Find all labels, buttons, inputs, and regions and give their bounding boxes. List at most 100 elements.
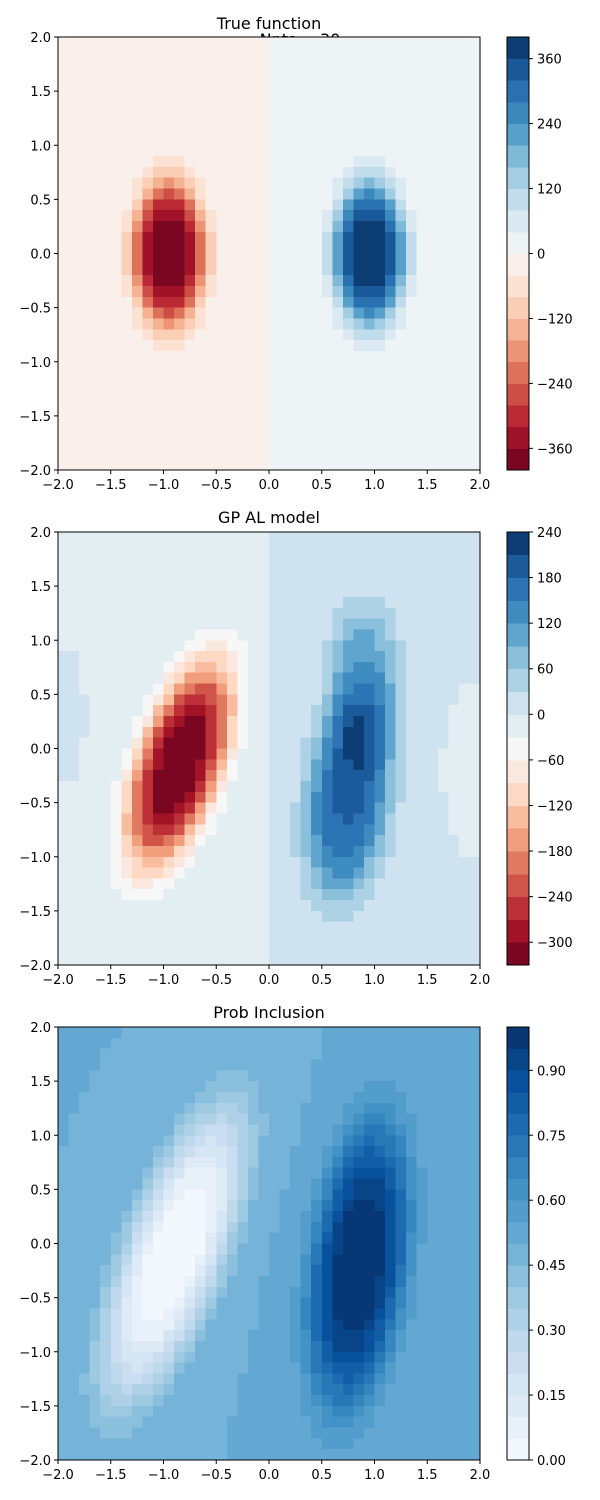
contour-cell (374, 1308, 386, 1320)
contour-cell (226, 553, 238, 565)
contour-cell (110, 112, 122, 125)
contour-cell (332, 1200, 344, 1212)
contour-cell (469, 618, 480, 630)
contour-cell (269, 1319, 280, 1331)
colorbar-band (507, 448, 529, 470)
contour-cell (89, 91, 101, 103)
contour-cell (469, 1135, 480, 1147)
contour-cell (363, 932, 375, 944)
contour-cell (247, 1362, 259, 1374)
contour-cell (237, 1351, 249, 1364)
contour-cell (100, 242, 112, 254)
contour-cell (385, 575, 397, 587)
contour-cell (406, 910, 418, 923)
contour-cell (195, 1048, 207, 1060)
x-tick-label: 1.5 (417, 1468, 438, 1483)
contour-cell (469, 943, 480, 955)
contour-cell (142, 1362, 154, 1374)
contour-cell (174, 1243, 186, 1255)
contour-cell (174, 889, 186, 901)
contour-cell (184, 835, 196, 847)
contour-cell (195, 383, 207, 395)
contour-cell (448, 726, 460, 739)
contour-cell (332, 889, 344, 901)
contour-cell (437, 296, 449, 309)
contour-cell (290, 1340, 302, 1353)
colorbar-band (507, 101, 529, 125)
contour-cell (89, 459, 101, 470)
colorbar-band (507, 782, 529, 806)
contour-cell (163, 737, 175, 749)
contour-cell (300, 1156, 312, 1169)
contour-cell (269, 231, 280, 244)
contour-cell (247, 340, 259, 352)
contour-cell (269, 824, 280, 836)
contour-cell (363, 726, 375, 739)
contour-cell (406, 1135, 418, 1147)
contour-cell (79, 361, 91, 374)
contour-cell (342, 672, 354, 684)
contour-cell (332, 1319, 344, 1331)
contour-cell (131, 350, 143, 363)
contour-cell (427, 542, 439, 555)
contour-cell (363, 575, 375, 587)
contour-cell (216, 1027, 228, 1039)
contour-cell (448, 1275, 460, 1288)
contour-cell (458, 1254, 470, 1266)
contour-cell (258, 231, 270, 244)
contour-cell (311, 383, 323, 395)
contour-cell (469, 1091, 480, 1104)
contour-cell (395, 134, 407, 146)
contour-cell (89, 1362, 101, 1374)
contour-cell (427, 383, 439, 395)
contour-cell (395, 1146, 407, 1158)
contour-cell (237, 726, 249, 739)
contour-cell (216, 726, 228, 739)
contour-cell (258, 383, 270, 395)
contour-cell (142, 188, 154, 200)
contour-cell (395, 426, 407, 438)
contour-cell (131, 47, 143, 60)
contour-cell (374, 383, 386, 395)
contour-cell (237, 1449, 249, 1460)
contour-cell (226, 101, 238, 114)
contour-cell (290, 716, 302, 728)
contour-cell (342, 748, 354, 760)
contour-cell (89, 1275, 101, 1288)
contour-cell (385, 112, 397, 125)
contour-cell (247, 661, 259, 674)
contour-cell (216, 629, 228, 641)
contour-cell (363, 177, 375, 189)
contour-cell (374, 813, 386, 825)
contour-cell (152, 943, 164, 955)
contour-cell (174, 91, 186, 103)
contour-cell (458, 361, 470, 374)
contour-cell (58, 1232, 69, 1244)
contour-cell (406, 91, 418, 103)
contour-cell (437, 1232, 449, 1244)
contour-cell (374, 651, 386, 663)
contour-cell (269, 1167, 280, 1179)
contour-cell (258, 694, 270, 706)
contour-cell (353, 415, 365, 428)
contour-cell (68, 1265, 80, 1277)
contour-cell (247, 607, 259, 620)
y-tick-label: 1.0 (30, 634, 51, 649)
contour-cell (205, 1102, 217, 1115)
contour-cell (100, 943, 112, 955)
contour-cell (332, 1405, 344, 1418)
contour-cell (300, 618, 312, 630)
contour-cell (279, 1232, 291, 1244)
contour-cell (437, 231, 449, 244)
contour-cell (300, 954, 312, 965)
contour-cell (152, 318, 164, 330)
contour-cell (290, 253, 302, 265)
contour-cell (332, 575, 344, 587)
contour-cell (79, 188, 91, 200)
contour-cell (374, 394, 386, 406)
contour-cell (416, 629, 428, 641)
contour-cell (258, 1427, 270, 1439)
contour-cell (142, 954, 154, 965)
contour-cell (184, 1135, 196, 1147)
